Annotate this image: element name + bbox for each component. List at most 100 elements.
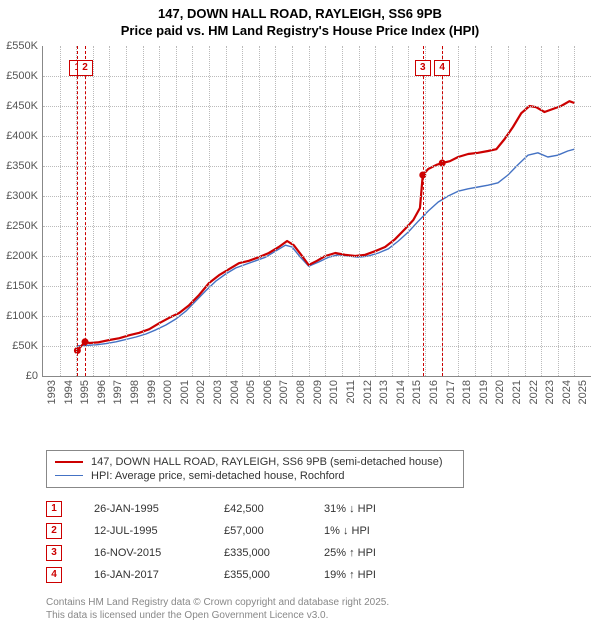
x-axis-label: 1994: [63, 380, 75, 404]
y-axis-label: £500K: [0, 70, 38, 82]
event-marker: 2: [77, 60, 93, 76]
y-axis-label: £350K: [0, 160, 38, 172]
chart-area: 1234 £0£50K£100K£150K£200K£250K£300K£350…: [42, 46, 590, 406]
y-axis-label: £250K: [0, 220, 38, 232]
x-axis-label: 2004: [229, 380, 241, 404]
table-date: 26-JAN-1995: [94, 503, 224, 515]
table-price: £335,000: [224, 547, 324, 559]
x-axis-label: 1998: [129, 380, 141, 404]
gridline-vertical: [159, 46, 160, 376]
legend-row: HPI: Average price, semi-detached house,…: [55, 469, 455, 483]
gridline-vertical: [558, 46, 559, 376]
gridline-vertical: [226, 46, 227, 376]
gridline-vertical: [342, 46, 343, 376]
x-axis-label: 2009: [312, 380, 324, 404]
table-delta: 25% ↑ HPI: [324, 547, 434, 559]
x-axis-label: 1997: [112, 380, 124, 404]
y-axis-label: £200K: [0, 250, 38, 262]
gridline-vertical: [192, 46, 193, 376]
gridline-vertical: [375, 46, 376, 376]
y-axis-label: £400K: [0, 130, 38, 142]
event-line: [423, 46, 424, 376]
event-marker: 3: [415, 60, 431, 76]
x-axis-label: 2017: [445, 380, 457, 404]
legend: 147, DOWN HALL ROAD, RAYLEIGH, SS6 9PB (…: [46, 450, 464, 488]
y-axis-label: £300K: [0, 190, 38, 202]
x-axis-label: 2001: [179, 380, 191, 404]
table-price: £355,000: [224, 569, 324, 581]
gridline-vertical: [541, 46, 542, 376]
x-axis-label: 2024: [561, 380, 573, 404]
table-event-marker: 1: [46, 501, 62, 517]
x-axis-label: 2015: [411, 380, 423, 404]
event-line: [77, 46, 78, 376]
legend-row: 147, DOWN HALL ROAD, RAYLEIGH, SS6 9PB (…: [55, 455, 455, 469]
table-row: 3 16-NOV-2015£335,00025% ↑ HPI: [46, 542, 600, 564]
y-axis-label: £150K: [0, 280, 38, 292]
gridline-vertical: [93, 46, 94, 376]
x-axis-label: 2011: [345, 380, 357, 404]
x-axis-label: 1993: [46, 380, 58, 404]
event-line: [85, 46, 86, 376]
gridline-vertical: [325, 46, 326, 376]
gridline-vertical: [126, 46, 127, 376]
legend-label: HPI: Average price, semi-detached house,…: [91, 470, 345, 482]
gridline-vertical: [292, 46, 293, 376]
gridline-vertical: [60, 46, 61, 376]
gridline-vertical: [491, 46, 492, 376]
gridline-vertical: [275, 46, 276, 376]
x-axis-label: 2013: [378, 380, 390, 404]
event-marker: 4: [434, 60, 450, 76]
legend-label: 147, DOWN HALL ROAD, RAYLEIGH, SS6 9PB (…: [91, 456, 443, 468]
x-axis-label: 2007: [278, 380, 290, 404]
y-axis-label: £450K: [0, 100, 38, 112]
table-delta: 19% ↑ HPI: [324, 569, 434, 581]
gridline-vertical: [392, 46, 393, 376]
plot-region: 1234: [42, 46, 591, 377]
x-axis-label: 2022: [528, 380, 540, 404]
y-axis-label: £0: [0, 370, 38, 382]
table-delta: 31% ↓ HPI: [324, 503, 434, 515]
x-axis-label: 2000: [162, 380, 174, 404]
x-axis-label: 2021: [511, 380, 523, 404]
gridline-vertical: [525, 46, 526, 376]
x-axis-label: 2003: [212, 380, 224, 404]
gridline-vertical: [176, 46, 177, 376]
title-line-1: 147, DOWN HALL ROAD, RAYLEIGH, SS6 9PB: [0, 6, 600, 23]
x-axis-label: 2005: [245, 380, 257, 404]
x-axis-label: 1996: [96, 380, 108, 404]
x-axis-label: 1995: [79, 380, 91, 404]
gridline-vertical: [359, 46, 360, 376]
x-axis-label: 2002: [195, 380, 207, 404]
x-axis-label: 2014: [395, 380, 407, 404]
x-axis-label: 2016: [428, 380, 440, 404]
table-row: 212-JUL-1995£57,0001% ↓ HPI: [46, 520, 600, 542]
table-price: £57,000: [224, 525, 324, 537]
gridline-vertical: [475, 46, 476, 376]
gridline-vertical: [508, 46, 509, 376]
y-axis-label: £100K: [0, 310, 38, 322]
gridline-vertical: [143, 46, 144, 376]
gridline-vertical: [309, 46, 310, 376]
x-axis-label: 2018: [461, 380, 473, 404]
table-event-marker: 3: [46, 545, 62, 561]
table-row: 1 26-JAN-1995£42,50031% ↓ HPI: [46, 498, 600, 520]
title-line-2: Price paid vs. HM Land Registry's House …: [0, 23, 600, 40]
table-price: £42,500: [224, 503, 324, 515]
gridline-vertical: [458, 46, 459, 376]
x-axis-label: 2023: [544, 380, 556, 404]
table-delta: 1% ↓ HPI: [324, 525, 434, 537]
x-axis-label: 2019: [478, 380, 490, 404]
gridline-vertical: [209, 46, 210, 376]
chart-title: 147, DOWN HALL ROAD, RAYLEIGH, SS6 9PB P…: [0, 0, 600, 40]
gridline-vertical: [242, 46, 243, 376]
table-event-marker: 4: [46, 567, 62, 583]
table-date: 16-NOV-2015: [94, 547, 224, 559]
events-table: 126-JAN-1995£42,50031% ↓ HPI212-JUL-1995…: [46, 498, 600, 586]
gridline-vertical: [425, 46, 426, 376]
x-axis-label: 2025: [577, 380, 589, 404]
x-axis-label: 2010: [328, 380, 340, 404]
footer-line-1: Contains HM Land Registry data © Crown c…: [46, 596, 600, 609]
table-row: 416-JAN-2017£355,00019% ↑ HPI: [46, 564, 600, 586]
gridline-vertical: [408, 46, 409, 376]
